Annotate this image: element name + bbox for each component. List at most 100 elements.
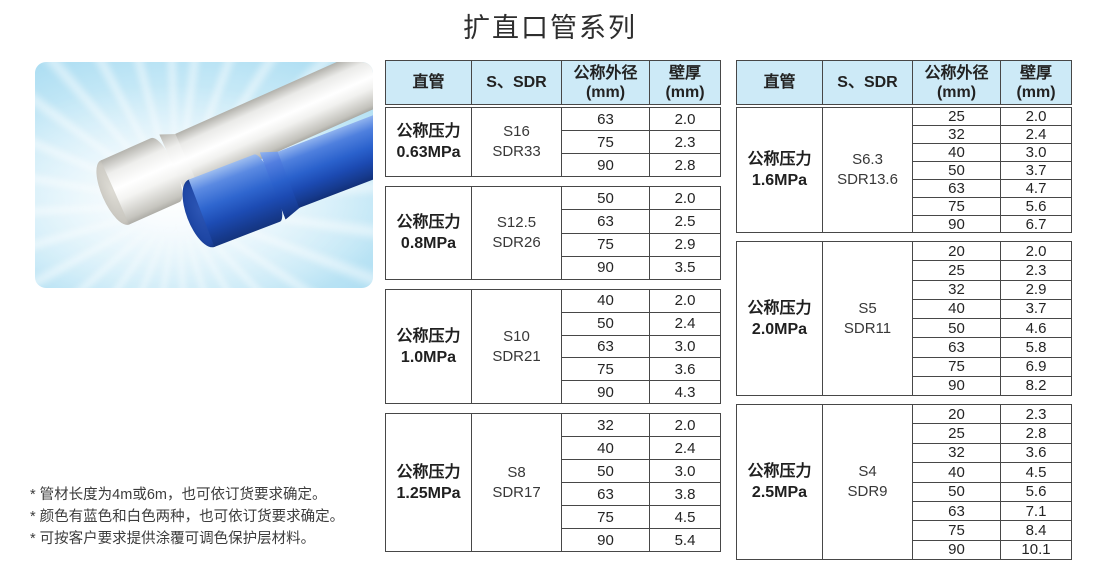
pressure-cell: 公称压力 1.25MPa: [386, 414, 472, 551]
table-row: 50 3.0: [562, 459, 720, 482]
sdr-cell: S10 SDR21: [472, 290, 562, 403]
size-rows: 50 2.0 63 2.5 75 2.9 90: [562, 187, 720, 279]
outer-diameter-cell: 75: [562, 233, 650, 256]
header-wall-label: 壁厚: [1019, 64, 1052, 82]
pressure-label: 公称压力: [747, 463, 812, 480]
sdr-cell: S8 SDR17: [472, 414, 562, 551]
size-rows: 20 2.0 25 2.3 32 2.9 40: [913, 242, 1071, 395]
footnote-line: * 管材长度为4m或6m，也可依订货要求确定。: [30, 487, 327, 503]
outer-diameter-cell: 50: [562, 460, 650, 482]
pressure-cell: 公称压力 0.8MPa: [386, 187, 472, 279]
table-row: 20 2.0: [913, 242, 1071, 261]
outer-diameter-cell: 90: [913, 540, 1001, 559]
header-sdr: S、SDR: [823, 61, 913, 104]
wall-thickness-cell: 2.3: [1025, 261, 1047, 279]
sdr-value: SDR17: [492, 483, 541, 501]
header-wall-thickness: 壁厚 (mm): [1001, 61, 1071, 104]
wall-thickness-cell: 6.9: [1025, 358, 1047, 376]
s-value: S4: [858, 463, 877, 480]
pressure-block-0_63mpa: 公称压力 0.63MPa S16 SDR33 63 2.0 75 2.3: [385, 107, 721, 177]
header-sdr-label: S、SDR: [837, 74, 898, 91]
table-row: 40 3.7: [913, 298, 1071, 318]
wall-thickness-cell: 3.6: [1025, 444, 1047, 462]
outer-diameter-cell: 90: [562, 154, 650, 176]
header-od-label: 公称外径: [924, 64, 989, 82]
sdr-value: SDR13.6: [837, 171, 898, 188]
sdr-cell: S6.3 SDR13.6: [823, 108, 913, 232]
s-value: S6.3: [852, 151, 883, 168]
pressure-block-0_8mpa: 公称压力 0.8MPa S12.5 SDR26 50 2.0 63 2.5: [385, 186, 721, 280]
header-wall-label: 壁厚: [668, 64, 701, 82]
outer-diameter-cell: 32: [913, 126, 1001, 143]
wall-thickness-cell: 3.0: [674, 337, 696, 355]
wall-thickness-cell: 2.4: [674, 439, 696, 457]
wall-thickness-cell: 10.1: [1021, 541, 1051, 559]
wall-thickness-cell: 3.0: [1025, 144, 1047, 161]
outer-diameter-cell: 25: [913, 108, 1001, 125]
pressure-cell: 公称压力 1.6MPa: [737, 108, 823, 232]
header-pipe-label: 直管: [763, 74, 796, 91]
wall-thickness-cell: 4.6: [1025, 319, 1047, 337]
s-value: S5: [858, 299, 877, 317]
outer-diameter-cell: 63: [562, 483, 650, 505]
outer-diameter-cell: 32: [913, 280, 1001, 299]
table-row: 32 2.0: [562, 414, 720, 436]
wall-thickness-cell: 2.8: [674, 156, 696, 174]
table-row: 90 5.4: [562, 528, 720, 551]
outer-diameter-cell: 25: [913, 261, 1001, 280]
header-sdr-label: S、SDR: [486, 74, 547, 91]
sdr-value: SDR33: [492, 143, 541, 160]
outer-diameter-cell: 50: [562, 312, 650, 335]
outer-diameter-cell: 40: [562, 290, 650, 312]
pressure-value: 2.5MPa: [751, 484, 808, 501]
table-row: 75 3.6: [562, 357, 720, 381]
outer-diameter-cell: 90: [562, 529, 650, 551]
wall-thickness-cell: 3.7: [1025, 162, 1047, 179]
wall-thickness-cell: 6.7: [1025, 216, 1047, 233]
table-row: 32 3.6: [913, 442, 1071, 463]
header-wall-thickness: 壁厚 (mm): [650, 61, 720, 104]
footnotes: * 管材长度为4m或6m，也可依订货要求确定。 * 颜色有蓝色和白色两种，也可依…: [30, 484, 344, 550]
pressure-cell: 公称压力 2.0MPa: [737, 242, 823, 395]
size-rows: 20 2.3 25 2.8 32 3.6 40: [913, 405, 1071, 559]
size-rows: 40 2.0 50 2.4 63 3.0 75: [562, 290, 720, 403]
spec-table-right: 直管 S、SDR 公称外径 (mm) 壁厚 (mm) 公称压力 1.6MPa S…: [736, 60, 1072, 560]
outer-diameter-cell: 90: [562, 381, 650, 403]
footnote-line: * 颜色有蓝色和白色两种，也可依订货要求确定。: [30, 509, 345, 525]
size-rows: 25 2.0 32 2.4 40 3.0 50: [913, 108, 1071, 233]
s-value: S10: [503, 327, 530, 345]
table-row: 20 2.3: [913, 405, 1071, 424]
sdr-value: SDR26: [492, 234, 541, 251]
wall-thickness-cell: 3.5: [674, 259, 696, 277]
sdr-cell: S4 SDR9: [823, 405, 913, 559]
outer-diameter-cell: 75: [913, 521, 1001, 540]
wall-thickness-cell: 5.6: [1025, 198, 1047, 215]
sdr-value: SDR21: [492, 347, 541, 365]
wall-thickness-cell: 2.0: [1025, 108, 1047, 125]
header-pipe: 直管: [737, 61, 823, 104]
table-row: 75 2.9: [562, 232, 720, 256]
table-row: 50 2.4: [562, 311, 720, 335]
outer-diameter-cell: 90: [913, 376, 1001, 395]
pressure-value: 0.8MPa: [400, 235, 457, 252]
table-header-row: 直管 S、SDR 公称外径 (mm) 壁厚 (mm): [736, 60, 1072, 105]
table-row: 90 8.2: [913, 375, 1071, 395]
wall-thickness-cell: 2.3: [1025, 405, 1047, 423]
s-value: S12.5: [496, 214, 537, 231]
table-row: 63 2.5: [562, 209, 720, 233]
header-od-unit: (mm): [585, 83, 626, 101]
table-header-row: 直管 S、SDR 公称外径 (mm) 壁厚 (mm): [385, 60, 721, 105]
table-row: 63 2.0: [562, 108, 720, 130]
wall-thickness-cell: 7.1: [1025, 502, 1047, 520]
wall-thickness-cell: 2.0: [674, 292, 696, 310]
header-outer-diameter: 公称外径 (mm): [913, 61, 1001, 104]
sdr-value: SDR9: [847, 483, 888, 500]
wall-thickness-cell: 2.5: [674, 212, 696, 230]
outer-diameter-cell: 75: [913, 357, 1001, 376]
outer-diameter-cell: 32: [913, 443, 1001, 463]
table-row: 25 2.3: [913, 260, 1071, 280]
table-row: 63 3.8: [562, 482, 720, 505]
pressure-label: 公称压力: [747, 151, 812, 168]
outer-diameter-cell: 90: [913, 216, 1001, 233]
header-wall-unit: (mm): [1016, 83, 1056, 101]
